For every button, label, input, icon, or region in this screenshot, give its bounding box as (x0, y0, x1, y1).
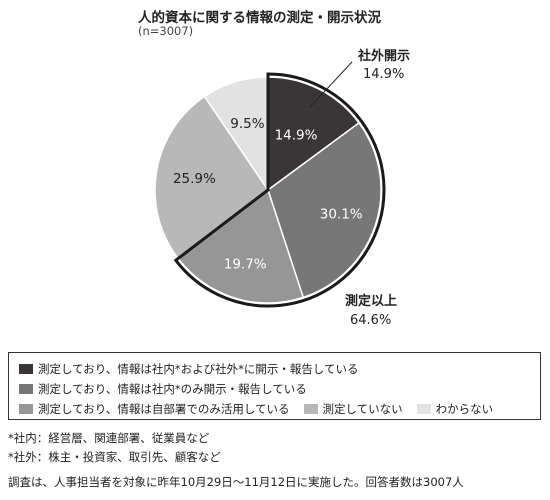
measured-highlight-outline (173, 72, 386, 308)
slice-not-measured (154, 95, 270, 260)
legend-swatch (416, 404, 431, 414)
pie-slices (154, 76, 382, 304)
slice-value-label: 14.9% (275, 128, 318, 144)
annotation-external-disclosure-label: 社外開示 (357, 48, 410, 64)
note-internal: *社内：経営層、関連部署、従業員など (8, 431, 210, 445)
legend-swatch (19, 364, 33, 374)
slice-own-department (177, 188, 305, 304)
slice-value-label: 19.7% (224, 256, 267, 272)
chart-title: 人的資本に関する情報の測定・開示状況 (138, 10, 381, 26)
legend-item: 測定しており、情報は自部署でのみ活用している (19, 401, 290, 417)
slice-value-label: 9.5% (230, 116, 264, 132)
external-disclosure-callout-line (309, 61, 353, 108)
slice-external-disclosure (267, 76, 360, 192)
annotation-measured-total-value: 64.6% (350, 313, 391, 328)
slice-labels: 14.9% 30.1% 19.7% 25.9% 9.5% (173, 116, 363, 272)
legend-label: 測定しており、情報は社内*および社外*に開示・報告している (38, 362, 359, 376)
note-external: *社外：株主・投資家、取引先、顧客など (8, 450, 221, 464)
annotation-external-disclosure-value: 14.9% (363, 67, 404, 82)
legend-label: わからない (435, 402, 494, 416)
legend-swatch (19, 384, 33, 394)
chart-subtitle: (n=3007) (138, 24, 194, 38)
legend-label: 測定していない (322, 402, 403, 416)
legend-item: 測定しており、情報は社内*および社外*に開示・報告している (19, 361, 359, 377)
legend-item: わからない (416, 401, 494, 417)
legend-item: 測定しており、情報は社内*のみ開示・報告している (19, 381, 307, 397)
survey-footnote: 調査は、人事担当者を対象に昨年10月29日～11月12日に実施した。回答者数は3… (8, 475, 464, 489)
pie-chart: 14.9% 30.1% 19.7% 25.9% 9.5% 社外開示 14.9% 測定以上… (154, 48, 410, 328)
legend-swatch (303, 404, 318, 414)
legend-item: 測定していない (303, 401, 403, 417)
legend-label: 測定しており、情報は社内*のみ開示・報告している (38, 382, 307, 396)
slice-value-label: 25.9% (173, 171, 216, 187)
slice-value-label: 30.1% (320, 206, 363, 222)
annotation-measured-total-label: 測定以上 (345, 293, 397, 309)
legend-label: 測定しており、情報は自部署でのみ活用している (38, 402, 290, 416)
slice-internal-only (267, 121, 382, 299)
legend-swatch (19, 404, 33, 414)
legend: 測定しており、情報は社内*および社外*に開示・報告している 測定しており、情報は… (8, 352, 541, 420)
